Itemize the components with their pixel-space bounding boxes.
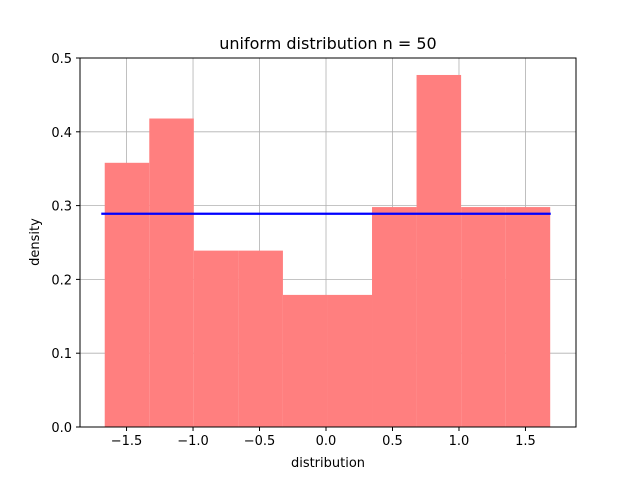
x-tick-label: 0.0 xyxy=(316,434,337,449)
y-tick-label: 0.4 xyxy=(51,126,72,141)
y-tick-label: 0.3 xyxy=(51,200,72,215)
y-tick-label: 0.5 xyxy=(51,52,72,67)
x-tick-label: 1.5 xyxy=(515,434,536,449)
x-tick-label: 0.5 xyxy=(382,434,403,449)
histogram-bars xyxy=(104,74,551,428)
histogram-bar xyxy=(327,294,373,427)
y-tick-label: 0.2 xyxy=(51,273,72,288)
chart-title: uniform distribution n = 50 xyxy=(219,34,436,53)
histogram-bar xyxy=(505,207,551,427)
histogram-bar xyxy=(416,74,462,427)
x-axis-label: distribution xyxy=(291,456,365,471)
y-tick-label: 0.1 xyxy=(51,347,72,362)
histogram-bar xyxy=(193,250,239,427)
x-tick-label: 1.0 xyxy=(449,434,470,449)
histogram-bar xyxy=(149,118,194,428)
x-tick-label: −0.5 xyxy=(244,434,276,449)
histogram-bar xyxy=(372,207,417,427)
histogram-bar xyxy=(238,250,283,427)
histogram-bar xyxy=(104,162,150,427)
histogram-bar xyxy=(282,294,328,427)
x-axis-ticks: −1.5 −1.0 −0.5 0.0 0.5 1.0 1.5 xyxy=(111,427,536,449)
histogram-bar xyxy=(461,207,506,427)
y-axis-label: density xyxy=(28,218,43,266)
x-tick-label: −1.5 xyxy=(111,434,143,449)
x-tick-label: −1.0 xyxy=(177,434,209,449)
y-tick-label: 0.0 xyxy=(51,421,72,436)
y-axis-ticks: 0.0 0.1 0.2 0.3 0.4 0.5 xyxy=(51,52,80,436)
plot-frame xyxy=(79,57,577,428)
